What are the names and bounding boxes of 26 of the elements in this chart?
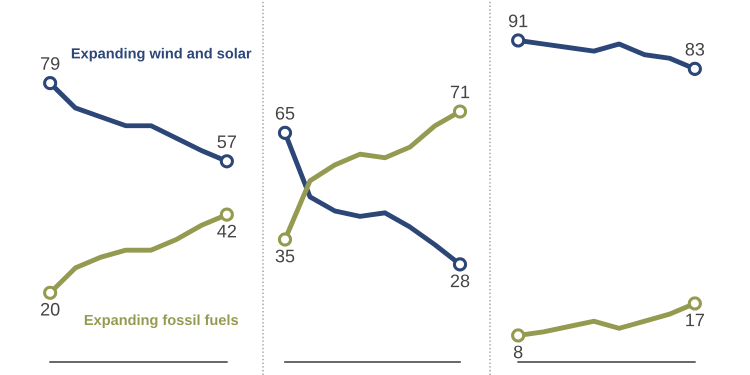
point (220, 154, 234, 168)
text: Expanding fossil fuels (84, 314, 238, 328)
point (452, 257, 468, 272)
data-label: 8 (514, 346, 522, 358)
data-label: 79 (41, 57, 60, 70)
point (511, 328, 526, 343)
point (43, 286, 58, 300)
point (688, 62, 702, 76)
point (278, 232, 292, 247)
data-label: 91 (508, 14, 528, 28)
data-label: 28 (450, 274, 470, 288)
data-label: 35 (276, 250, 294, 262)
point (511, 33, 526, 48)
data-label: 65 (276, 106, 294, 120)
data-label: 20 (41, 302, 60, 316)
data-label: 71 (450, 86, 470, 98)
point (220, 208, 234, 222)
point (43, 76, 58, 90)
data-label: 42 (217, 224, 236, 238)
point (452, 104, 468, 119)
point (278, 126, 292, 140)
data-label: 83 (686, 42, 704, 56)
data-label: 57 (218, 135, 236, 148)
series-label: Expanding wind and solar (72, 48, 252, 62)
data-label: 17 (686, 314, 704, 326)
point (688, 296, 702, 311)
